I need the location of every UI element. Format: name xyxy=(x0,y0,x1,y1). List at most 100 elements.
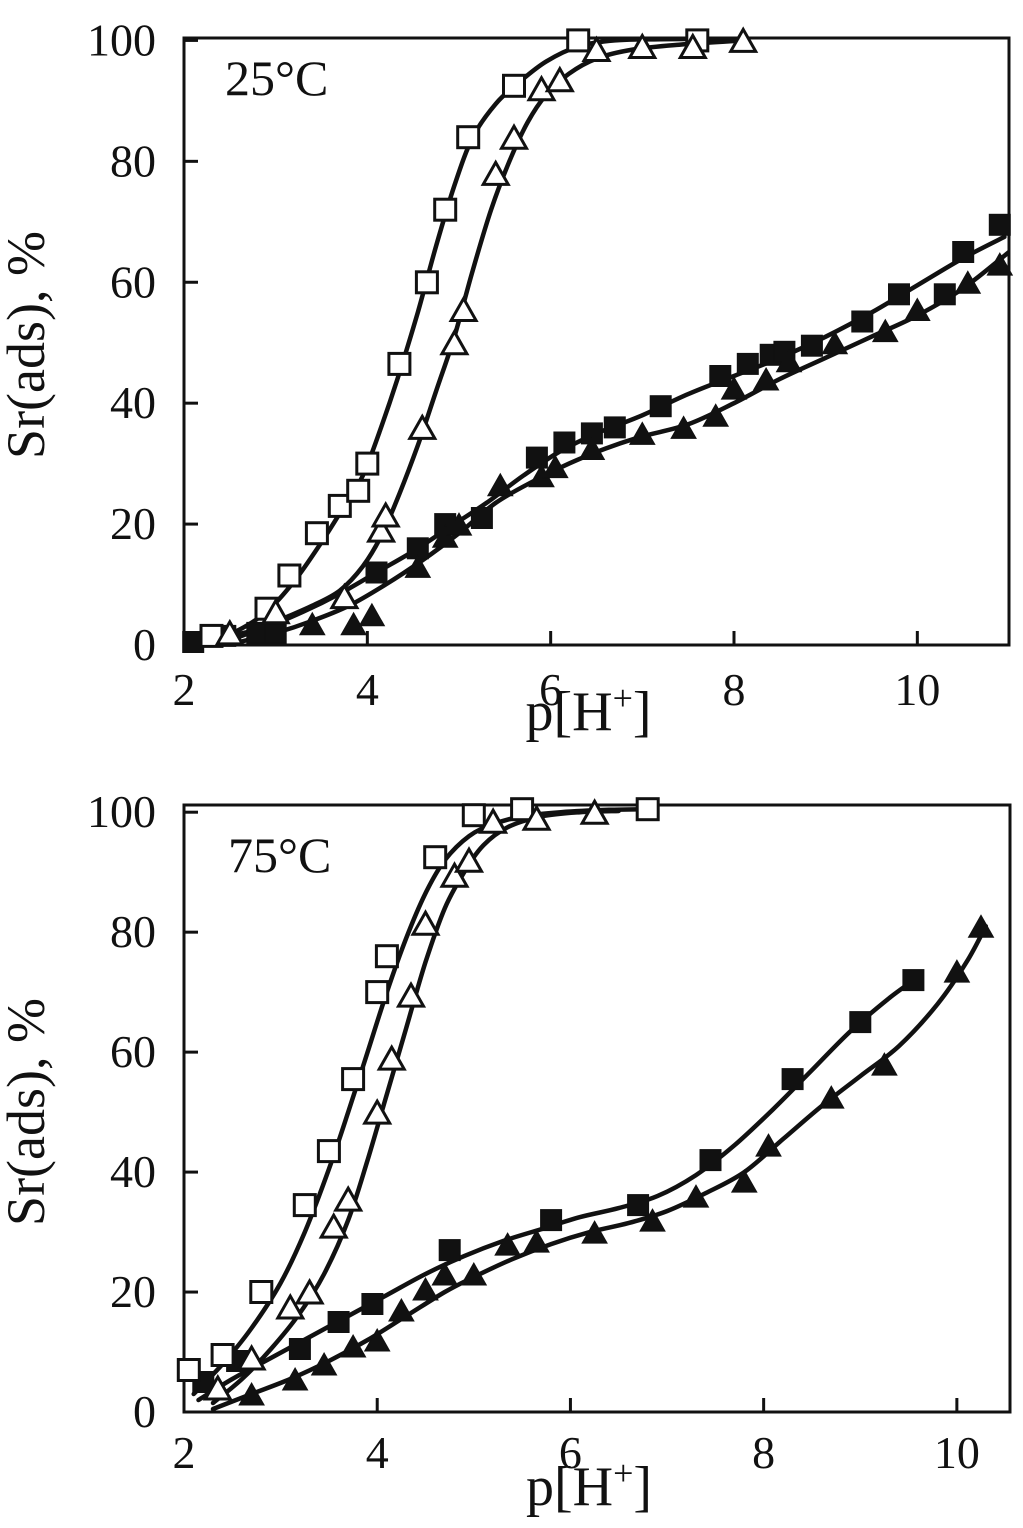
data-point-open-squares xyxy=(387,351,412,376)
data-point-filled-triangles xyxy=(943,959,971,983)
data-point-open-squares xyxy=(365,980,390,1005)
data-point-open-triangles xyxy=(362,1098,393,1125)
data-point-open-triangles xyxy=(202,1373,233,1401)
data-point-open-triangles xyxy=(453,846,485,873)
data-point-open-squares xyxy=(566,28,591,53)
y-axis-title: Sr(ads), % xyxy=(0,998,56,1226)
series-filled-triangles xyxy=(238,914,995,1406)
x-axis-title: p[H+] xyxy=(526,1453,652,1518)
x-tick-label: 8 xyxy=(752,1427,775,1478)
data-point-filled-squares xyxy=(525,446,548,469)
data-point-open-squares xyxy=(456,125,481,150)
data-point-open-triangles xyxy=(498,123,530,150)
data-point-filled-triangles xyxy=(986,252,1014,276)
data-point-filled-triangles xyxy=(639,1208,666,1232)
data-point-filled-triangles xyxy=(817,1085,845,1109)
data-point-open-triangles xyxy=(439,861,470,888)
data-point-filled-squares xyxy=(438,1239,461,1262)
data-point-open-triangles xyxy=(480,159,511,186)
data-point-filled-squares xyxy=(649,395,672,418)
panel-temperature-label: 75°C xyxy=(228,827,331,883)
data-point-filled-squares xyxy=(361,1293,384,1315)
x-tick-label: 2 xyxy=(173,664,196,715)
data-point-open-triangles xyxy=(236,1343,267,1371)
data-point-filled-triangles xyxy=(967,914,995,938)
data-point-open-triangles xyxy=(294,1277,325,1305)
data-point-open-triangles xyxy=(581,35,612,62)
data-point-filled-triangles xyxy=(581,1220,608,1244)
data-point-open-squares xyxy=(292,1193,317,1218)
x-tick-label: 4 xyxy=(356,664,379,715)
data-point-filled-triangles xyxy=(903,297,931,321)
series-open-squares xyxy=(176,797,660,1382)
data-point-filled-triangles xyxy=(388,1297,415,1322)
x-tick-label: 10 xyxy=(894,664,940,715)
data-point-filled-triangles xyxy=(628,421,656,445)
y-tick-label: 80 xyxy=(110,906,156,957)
y-tick-label: 80 xyxy=(110,135,156,186)
data-point-filled-squares xyxy=(470,507,493,529)
data-point-open-triangles xyxy=(376,1044,407,1071)
data-point-filled-triangles xyxy=(682,1184,710,1208)
fit-curve-open-triangles xyxy=(210,808,621,1406)
y-tick-label: 60 xyxy=(110,1026,156,1077)
data-point-filled-squares xyxy=(800,334,823,357)
data-point-filled-squares xyxy=(781,1068,804,1091)
data-point-open-triangles xyxy=(677,32,708,59)
y-tick-label: 100 xyxy=(87,786,156,837)
y-tick-label: 40 xyxy=(110,1146,156,1197)
data-point-open-squares xyxy=(414,270,439,295)
data-point-filled-squares xyxy=(709,365,732,387)
data-point-open-squares xyxy=(433,197,458,222)
x-axis-title: p[H+] xyxy=(525,678,651,743)
data-point-filled-squares xyxy=(627,1194,650,1217)
data-point-filled-triangles xyxy=(445,512,473,536)
data-point-filled-triangles xyxy=(541,454,569,479)
series-open-triangles xyxy=(202,798,610,1401)
data-point-filled-squares xyxy=(264,621,287,644)
y-axis-title: Sr(ads), % xyxy=(0,231,56,459)
data-point-filled-squares xyxy=(540,1209,563,1232)
data-point-open-triangles xyxy=(728,26,759,53)
data-point-filled-triangles xyxy=(821,330,849,355)
x-tick-label: 4 xyxy=(366,1427,389,1478)
series-open-squares xyxy=(199,28,710,648)
data-point-open-squares xyxy=(635,797,660,822)
series-filled-squares xyxy=(192,969,925,1393)
data-point-filled-squares xyxy=(888,283,910,306)
data-point-open-squares xyxy=(374,944,399,969)
data-point-filled-squares xyxy=(288,1338,311,1360)
y-tick-label: 0 xyxy=(133,619,156,670)
data-point-filled-triangles xyxy=(720,376,748,400)
data-point-filled-triangles xyxy=(404,554,432,578)
data-point-filled-triangles xyxy=(578,436,606,460)
data-point-filled-triangles xyxy=(238,1381,265,1406)
data-point-open-triangles xyxy=(410,909,441,936)
data-point-open-triangles xyxy=(407,413,438,440)
data-point-filled-triangles xyxy=(871,1052,898,1076)
data-point-open-squares xyxy=(210,1343,235,1367)
data-point-filled-triangles xyxy=(431,1261,459,1286)
data-point-filled-squares xyxy=(988,213,1011,236)
data-point-open-squares xyxy=(461,803,486,828)
data-point-open-triangles xyxy=(579,798,610,825)
data-point-filled-squares xyxy=(603,416,626,439)
y-tick-label: 40 xyxy=(110,377,156,428)
data-point-open-triangles xyxy=(627,32,658,59)
data-point-open-triangles xyxy=(544,65,575,93)
data-point-open-squares xyxy=(176,1358,201,1382)
plot-border xyxy=(182,803,1012,1414)
data-point-open-squares xyxy=(316,1139,341,1164)
data-point-open-triangles xyxy=(214,618,245,646)
data-point-filled-triangles xyxy=(494,1232,521,1256)
data-point-filled-triangles xyxy=(363,1327,391,1352)
data-point-open-squares xyxy=(423,845,448,870)
data-point-filled-squares xyxy=(851,310,874,333)
y-tick-label: 20 xyxy=(110,498,156,549)
data-point-filled-squares xyxy=(553,431,576,454)
fit-curve-filled-triangles xyxy=(232,249,1009,645)
